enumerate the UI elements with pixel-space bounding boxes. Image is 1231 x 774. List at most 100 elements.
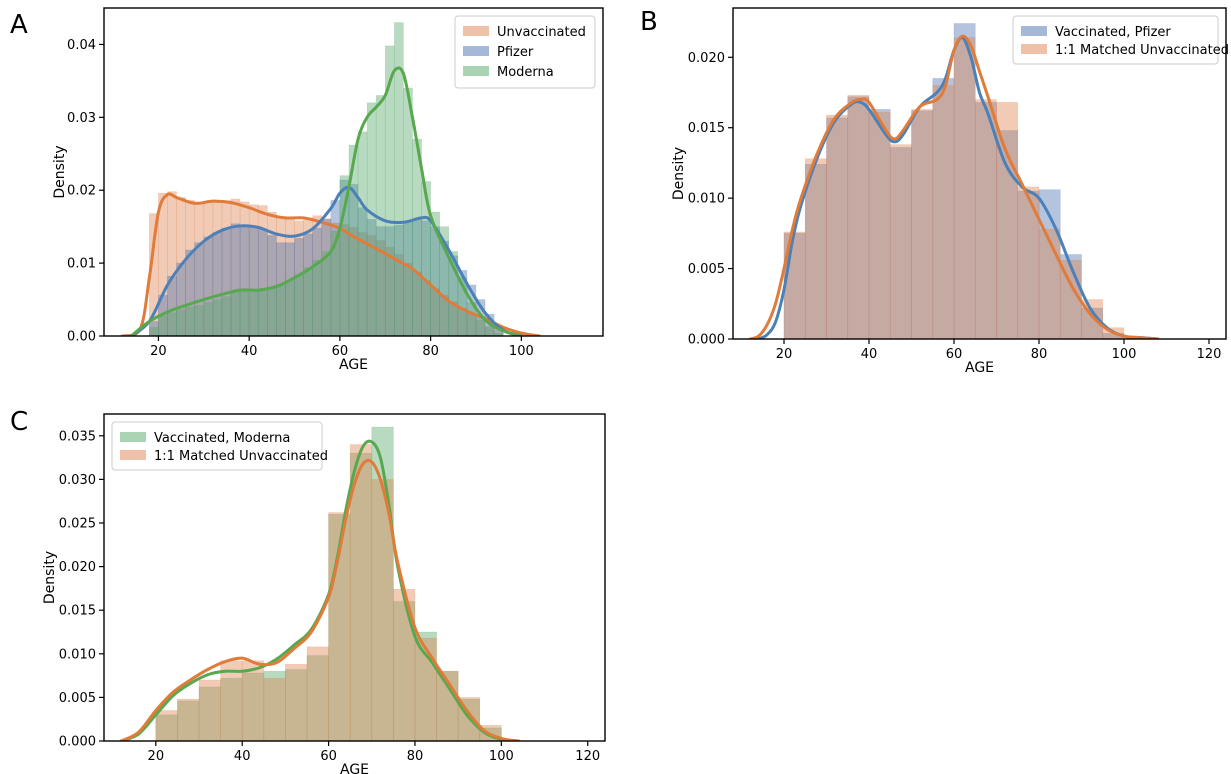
histogram-bar [996,102,1019,339]
legend-swatch [463,66,489,76]
histogram-bar [384,246,395,336]
histogram-bar [394,254,404,336]
histogram-bar [349,444,373,741]
x-tick-label: 100 [1112,347,1137,362]
y-tick-label: 0.03 [67,111,96,126]
legend-label: Vaccinated, Moderna [154,431,290,446]
legend: Vaccinated, Moderna 1:1 Matched Unvaccina… [111,421,328,471]
histogram-bar [185,249,196,336]
x-tick-label: 60 [320,749,337,764]
histogram-bar [996,130,1019,339]
histogram-bar [868,109,891,339]
histogram-bar [306,646,329,741]
histogram-bar [149,321,159,336]
histogram-bar [230,291,241,336]
histogram-bar [484,326,495,336]
y-axis-label: Density [42,551,58,604]
histogram-bar [248,290,259,336]
y-axis-label: Density [52,145,68,198]
histogram-bar [375,240,386,336]
histogram-bar [158,315,168,336]
histogram-bar [294,274,304,336]
y-tick-label: 0.035 [59,429,96,444]
legend-swatch [463,26,489,36]
histogram-bar [321,251,332,336]
histogram-bar [366,102,377,336]
histogram-bar [185,306,196,336]
x-tick-label: 120 [1197,347,1222,362]
y-tick-label: 0.010 [688,192,725,207]
x-tick-label: 60 [946,347,963,362]
x-tick-label: 80 [1031,347,1048,362]
histogram-bar [932,78,955,339]
legend: Vaccinated, Pfizer 1:1 Matched Unvaccinat… [1012,15,1229,65]
legend-label: 1:1 Matched Unvaccinated [154,449,328,464]
x-axis-label: AGE [965,360,994,376]
histogram-bar [384,226,395,336]
histogram-bar [371,479,394,741]
x-tick-label: 100 [489,749,514,764]
histogram-bar [276,242,286,336]
histogram-bar [248,204,259,336]
histogram-bar [312,259,323,336]
y-tick-label: 0.00 [67,330,96,345]
y-axis-label: Density [671,147,687,200]
histogram-bar [230,198,241,336]
legend-swatch [463,46,489,56]
histogram-bar [974,102,997,339]
panel-c: C 20 40 60 80 100 120 0.000 0.005 0.010 0.015 0.02… [10,407,606,774]
histogram-bar [155,714,178,741]
histogram-bar [294,238,304,336]
x-tick-label: 60 [332,344,349,359]
histogram-bar [330,222,341,336]
histogram-bar [974,99,997,339]
histogram-bar [303,233,313,336]
panel-c-letter: C [10,407,28,437]
histogram-bar [394,224,404,336]
x-tick-label: 20 [148,749,165,764]
histogram-bar [267,287,277,336]
histogram-bar [384,45,395,336]
kde-curve-moderna [129,66,523,336]
histogram-bar [448,251,459,336]
histogram-bar [149,326,159,336]
legend-box [1012,15,1219,65]
histogram-bar [932,85,955,339]
y-tick-label: 0.000 [688,333,725,348]
y-tick-label: 0.005 [59,691,96,706]
histogram-bar [889,147,912,339]
histogram-bar [339,179,350,336]
histogram-bar [263,677,286,741]
y-tick-label: 0.020 [688,51,725,66]
histogram-bar [303,267,313,336]
histogram-bar [321,219,332,336]
histogram-bar [221,296,232,336]
histogram-bar [203,302,214,336]
x-tick-label: 40 [234,749,251,764]
y-tick-label: 0.000 [59,735,96,750]
histogram-bar [212,299,223,336]
histogram-bar [421,181,431,336]
kde-curve-vaccinated-pfizer [757,36,1160,339]
histogram-bar [953,23,976,339]
histogram-bar [366,235,377,336]
histogram-bar [198,686,221,741]
histogram-bar [198,679,221,741]
histogram-bar [230,223,241,336]
y-tick-label: 0.020 [59,560,96,575]
legend-box [111,421,323,471]
plot-area [119,426,521,741]
histogram-bar [167,312,177,336]
kde-curve-1-1-matched-unvaccinated [748,34,1160,339]
histogram-bar [366,219,377,336]
legend-swatch [120,450,146,460]
legend-label: Vaccinated, Pfizer [1055,25,1171,40]
histogram-bar [285,669,308,741]
histogram-bar [911,109,934,339]
histogram-bar [393,588,416,741]
histogram-unvaccinated [149,191,504,336]
histogram-bar [285,280,295,336]
histogram-bar [847,95,870,339]
x-tick-label: 20 [150,344,167,359]
